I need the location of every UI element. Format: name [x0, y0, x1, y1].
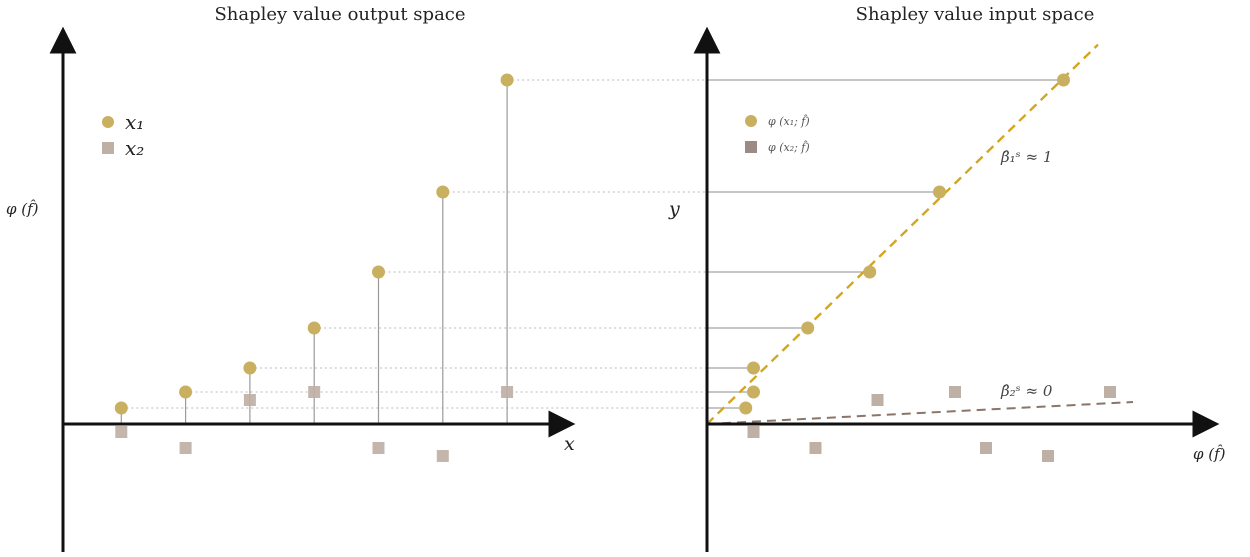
x2-point [115, 426, 128, 438]
x1-point [243, 361, 257, 375]
x2-point [436, 450, 449, 462]
legend-x1-label: x₁ [125, 110, 144, 134]
phi-x2-point [871, 394, 884, 406]
legend-phi-x1-label: φ (x₁; f̂) [768, 115, 810, 128]
left-legend: x₁ x₂ [102, 110, 144, 160]
x2-point [308, 386, 321, 398]
phi-x2-point [1042, 450, 1054, 462]
phi-x2-point [809, 442, 822, 454]
fit-line-beta1 [706, 43, 1099, 425]
phi-x2-point [747, 426, 760, 438]
x2-point [243, 394, 256, 406]
guide-lines [121, 79, 707, 409]
left-panel-axes [49, 26, 576, 552]
beta1-annotation: β̂₁ˢ ≈ 1 [1000, 148, 1052, 166]
phi-x1-point [863, 265, 877, 279]
x1-point [500, 73, 514, 87]
fit-line-beta2 [706, 401, 1134, 425]
phi-x1-point [747, 385, 760, 399]
stem-lines [120, 80, 508, 424]
phi-x2-point [949, 386, 961, 398]
legend-x2-marker [102, 142, 114, 154]
phi-x1-point [739, 401, 753, 415]
x2-point [501, 386, 514, 398]
phi-x1-point [747, 361, 760, 375]
right-panel-axes [693, 26, 1220, 552]
x1-point [436, 185, 450, 199]
legend-phi-x2-label: φ (x₂; f̂) [768, 141, 810, 154]
right-panel-title: Shapley value input space [856, 4, 1095, 25]
legend-x1-marker [102, 116, 114, 128]
fit-lines [706, 43, 1134, 425]
left-y-axis-label: φ (f̂) [6, 200, 39, 218]
right-x-axis-label: φ (f̂) [1193, 445, 1226, 463]
legend-phi-x1-marker [745, 115, 757, 127]
x1-point [372, 265, 385, 279]
phi-x1-point [801, 321, 815, 335]
x1-point [179, 385, 193, 399]
legend-x2-label: x₂ [125, 136, 144, 160]
legend-phi-x2-marker [745, 141, 757, 153]
right-y-axis-label: y [668, 198, 680, 220]
x2-point [179, 442, 192, 454]
left-panel-title: Shapley value output space [214, 4, 465, 25]
phi-x1-point [1057, 73, 1070, 87]
phi-x1-point [933, 185, 946, 199]
data-points [114, 73, 1116, 462]
left-x-axis-label: x [564, 433, 575, 455]
phi-x2-point [1104, 386, 1116, 398]
beta2-annotation: β̂₂ˢ ≈ 0 [1000, 382, 1053, 400]
x1-point [114, 401, 128, 415]
x2-point [372, 442, 385, 454]
phi-x2-point [980, 442, 992, 454]
right-legend: φ (x₁; f̂) φ (x₂; f̂) [745, 115, 810, 154]
connector-lines [707, 79, 1064, 409]
x1-point [307, 321, 321, 335]
